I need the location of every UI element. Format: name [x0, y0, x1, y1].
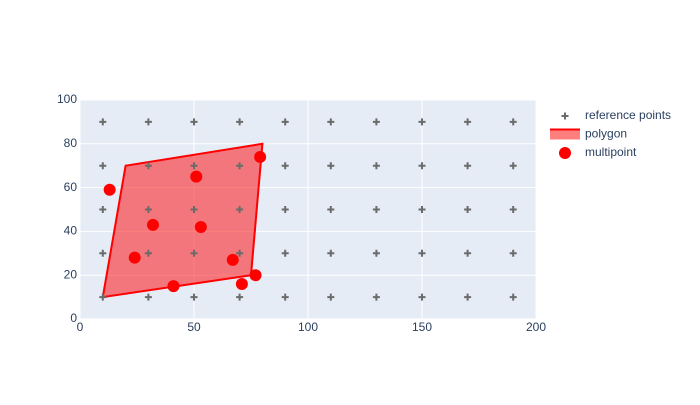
- reference-point: [464, 162, 472, 170]
- reference-point: [418, 162, 426, 170]
- reference-point: [372, 162, 380, 170]
- multipoint-marker: [226, 253, 239, 266]
- multipoint-marker: [167, 280, 180, 293]
- multipoint-marker: [194, 221, 207, 234]
- reference-point: [281, 206, 289, 213]
- reference-point: [509, 293, 517, 301]
- multipoint-marker: [128, 251, 141, 264]
- reference-point: [236, 293, 244, 301]
- reference-point: [327, 249, 335, 257]
- legend-icon: [559, 147, 571, 159]
- reference-point: [418, 293, 426, 301]
- y-tick-label: 100: [57, 92, 77, 106]
- multipoint-marker: [254, 150, 267, 163]
- reference-point: [281, 162, 289, 170]
- reference-point: [327, 118, 335, 126]
- reference-point: [372, 118, 380, 126]
- y-tick-label: 60: [64, 180, 78, 194]
- x-tick-label: 100: [298, 320, 318, 334]
- multipoint-marker: [249, 269, 262, 282]
- reference-point: [99, 293, 107, 301]
- reference-point: [464, 249, 472, 257]
- reference-point: [327, 162, 335, 170]
- y-tick-label: 40: [64, 224, 78, 238]
- reference-point: [99, 206, 107, 213]
- reference-point: [509, 162, 517, 170]
- multipoint-marker: [146, 218, 159, 231]
- reference-point: [144, 118, 152, 126]
- reference-point: [99, 249, 107, 257]
- reference-point: [372, 293, 380, 301]
- reference-point: [327, 293, 335, 301]
- reference-point: [190, 206, 198, 213]
- reference-point: [509, 249, 517, 257]
- reference-point: [190, 293, 198, 301]
- reference-point: [99, 118, 107, 126]
- reference-point: [464, 206, 472, 213]
- legend-label: multipoint: [585, 145, 637, 159]
- multipoint-marker: [103, 183, 116, 196]
- x-tick-label: 50: [187, 320, 201, 334]
- polygon: [101, 142, 264, 299]
- reference-point: [372, 206, 380, 213]
- multipoint-marker: [235, 277, 248, 290]
- reference-point: [372, 249, 380, 257]
- reference-point: [236, 249, 244, 257]
- multipoint-marker: [190, 170, 203, 183]
- x-tick-label: 150: [412, 320, 432, 334]
- reference-point: [236, 162, 244, 170]
- reference-point: [327, 206, 335, 213]
- reference-point: [464, 293, 472, 301]
- reference-point: [509, 206, 517, 213]
- reference-point: [281, 118, 289, 126]
- reference-point: [144, 206, 152, 213]
- legend-icon: [561, 112, 569, 120]
- reference-point: [190, 118, 198, 126]
- reference-point: [190, 162, 198, 170]
- reference-point: [509, 118, 517, 126]
- reference-point: [281, 249, 289, 257]
- legend-icon: [550, 129, 580, 140]
- x-tick-label: 0: [77, 320, 84, 334]
- reference-point: [418, 118, 426, 126]
- legend-label: reference points: [585, 108, 671, 122]
- reference-point: [190, 249, 198, 257]
- reference-point: [144, 293, 152, 301]
- x-tick-label: 200: [526, 320, 546, 334]
- y-tick-label: 0: [70, 311, 77, 325]
- reference-point: [99, 162, 107, 170]
- y-tick-label: 20: [64, 267, 78, 281]
- reference-point: [464, 118, 472, 126]
- reference-point: [418, 206, 426, 213]
- reference-point: [144, 249, 152, 257]
- reference-point: [236, 206, 244, 213]
- reference-point: [281, 293, 289, 301]
- y-tick-label: 80: [64, 136, 78, 150]
- reference-point: [236, 118, 244, 126]
- reference-point: [144, 162, 152, 170]
- reference-point: [418, 249, 426, 257]
- legend-label: polygon: [585, 127, 627, 141]
